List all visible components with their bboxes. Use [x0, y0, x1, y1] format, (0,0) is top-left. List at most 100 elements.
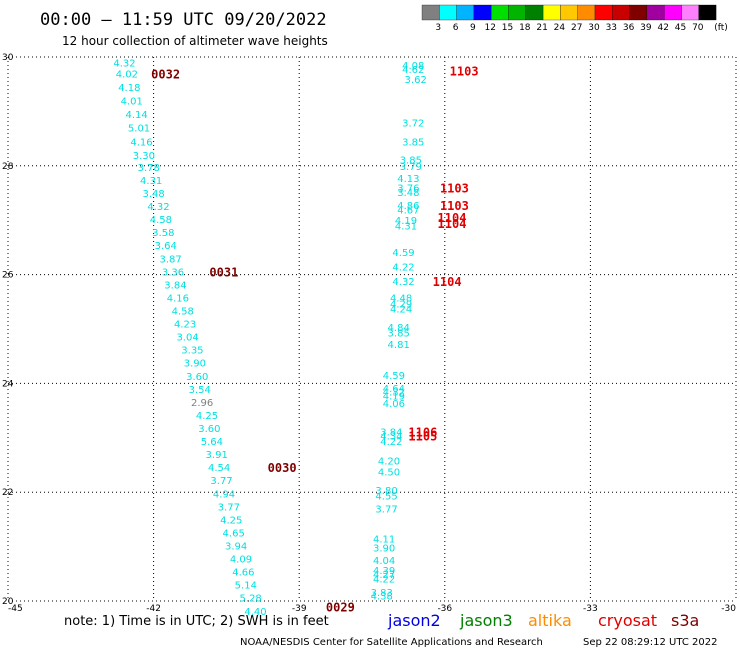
wave-height-label: 3.58 [152, 228, 174, 239]
wave-height-label: 4.13 [397, 174, 419, 185]
y-tick-label: 22 [2, 488, 13, 498]
wave-height-label: 4.38 [371, 592, 393, 603]
legend-swatch [664, 4, 682, 21]
wave-height-label: 3.83 [371, 588, 393, 599]
legend-swatch [560, 4, 578, 21]
pass-time-label: 0029 [326, 600, 355, 614]
wave-height-label: 4.16 [167, 293, 189, 304]
y-tick-label: 24 [2, 379, 14, 389]
wave-height-label: 3.85 [402, 137, 424, 148]
wave-height-label: 4.19 [395, 216, 417, 227]
wave-height-label: 4.09 [230, 555, 252, 566]
legend-label: 3 [435, 23, 441, 33]
x-tick-label: -36 [437, 604, 452, 614]
legend-swatch [439, 4, 457, 21]
pass-time-label: 1106 [408, 425, 437, 439]
wave-height-label: 4.16 [130, 137, 152, 148]
wave-height-label: 3.85 [388, 328, 410, 339]
satellite-legend: jason2 jason3 altika cryosat s3a [387, 611, 699, 630]
wave-height-label: 3.48 [142, 189, 164, 200]
wave-height-label: 4.32 [392, 277, 414, 288]
legend-label: 45 [675, 23, 686, 33]
wave-height-label: 4.65 [223, 528, 245, 539]
wave-height-label: 4.86 [397, 201, 419, 212]
note-text: note: 1) Time is in UTC; 2) SWH is in fe… [64, 614, 329, 629]
wave-height-label: 4.11 [373, 534, 395, 545]
legend-swatch [456, 4, 475, 21]
chart-subtitle: 12 hour collection of altimeter wave hei… [62, 34, 328, 48]
pass-time-label: 1103 [440, 199, 469, 213]
pass-time-label: 0031 [209, 265, 238, 279]
wave-height-label: 3.85 [400, 155, 422, 166]
wave-height-label: 4.50 [378, 468, 400, 479]
legend-swatch [681, 4, 699, 21]
wave-height-label: 4.84 [388, 323, 410, 334]
wave-height-label: 4.19 [383, 391, 405, 402]
wave-height-label: 4.04 [373, 556, 395, 567]
wave-height-label: 4.14 [125, 110, 147, 121]
wave-height-label: 4.32 [147, 202, 169, 213]
legend-unit: (ft) [714, 23, 728, 33]
x-tick-label: -33 [583, 604, 598, 614]
wave-height-label: 4.59 [383, 371, 405, 382]
wave-height-label: 4.18 [118, 83, 140, 94]
legend-swatch [612, 4, 630, 21]
wave-height-label: 4.39 [373, 566, 395, 577]
wave-height-label: 3.90 [184, 359, 206, 370]
wave-height-label: 3.54 [189, 385, 211, 396]
wave-height-label: 4.58 [172, 307, 194, 318]
legend-swatch [542, 4, 561, 21]
time-labels: 0032003100300029110311031103110411041104… [151, 65, 478, 615]
legend-swatch [594, 4, 613, 21]
wave-height-label: 5.64 [201, 437, 223, 448]
y-tick-label: 30 [2, 53, 14, 63]
legend-swatch [698, 4, 717, 21]
x-tick-label: -30 [721, 604, 736, 614]
legend-label: 27 [571, 23, 582, 33]
satellite-name: s3a [671, 611, 699, 630]
pass-time-label: 1103 [450, 65, 479, 79]
x-tick-label: -39 [292, 604, 307, 614]
data-points: 4.324.024.184.014.145.014.163.303.784.31… [113, 58, 426, 617]
wave-height-label: 3.91 [206, 450, 228, 461]
wave-height-label: 4.22 [380, 437, 402, 448]
wave-height-label: 4.01 [121, 97, 143, 108]
wave-height-label: 3.84 [380, 427, 402, 438]
legend-swatch [629, 4, 648, 21]
legend-label: 30 [588, 23, 600, 33]
wave-height-label: 4.23 [174, 320, 196, 331]
legend-label: 33 [606, 23, 617, 33]
wave-height-label: 3.87 [159, 254, 181, 265]
pass-time-label: 1105 [408, 430, 437, 444]
wave-height-label: 3.90 [373, 544, 395, 555]
wave-height-label: 4.32 [113, 58, 135, 69]
legend-swatch [421, 4, 440, 21]
wave-height-label: 4.32 [383, 388, 405, 399]
wave-height-label: 3.36 [162, 267, 184, 278]
wave-height-label: 3.78 [138, 163, 160, 174]
wave-height-label: 4.59 [392, 248, 414, 259]
wave-height-label: 5.28 [240, 594, 262, 605]
wave-height-label: 3.60 [198, 424, 220, 435]
wave-height-label: 4.40 [244, 607, 266, 618]
satellite-name: jason2 [387, 611, 441, 630]
legend-swatch [646, 4, 665, 21]
wave-height-label: 4.22 [392, 262, 414, 273]
wave-height-label: 3.77 [218, 502, 240, 513]
pass-time-label: 1104 [438, 211, 467, 225]
legend-label: 42 [657, 23, 668, 33]
legend-label: 18 [519, 23, 531, 33]
wave-height-label: 4.58 [150, 215, 172, 226]
wave-height-label: 4.31 [395, 222, 417, 233]
wave-height-label: 4.67 [397, 205, 419, 216]
pass-time-label: 1104 [433, 275, 462, 289]
legend-label: 39 [640, 23, 652, 33]
wave-height-label: 3.77 [375, 505, 397, 516]
wave-height-label: 3.48 [397, 188, 419, 199]
wave-height-label: 4.55 [375, 491, 397, 502]
wave-height-label: 4.06 [383, 399, 405, 410]
wave-height-label: 4.62 [402, 65, 424, 76]
wave-height-label: 5.14 [235, 581, 257, 592]
legend-label: 70 [692, 23, 704, 33]
